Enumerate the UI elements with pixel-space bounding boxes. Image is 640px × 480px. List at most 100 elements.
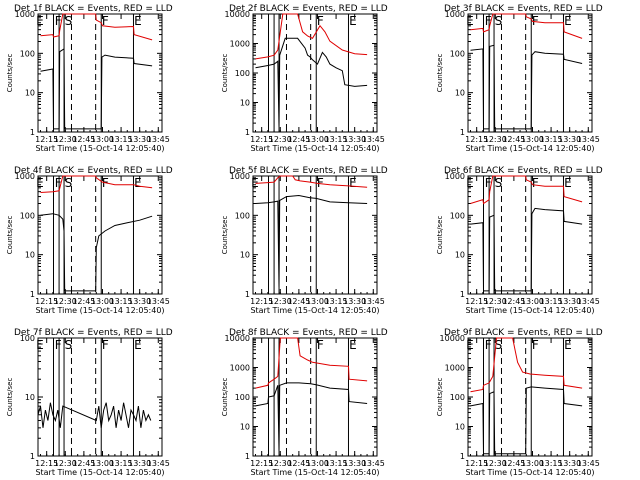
y-tick-label: 100 xyxy=(235,69,250,78)
y-tick-label: 10 xyxy=(455,89,465,98)
y-tick-label: 10 xyxy=(25,89,35,98)
y-tick-label: 1000 xyxy=(230,364,250,373)
region-label: E xyxy=(564,14,572,28)
plot-frame xyxy=(37,13,163,133)
x-tick-label: 13:45 xyxy=(147,459,170,468)
lld-series-line xyxy=(255,13,368,60)
y-tick-label: 100 xyxy=(450,393,465,402)
y-tick-label: 10 xyxy=(455,423,465,432)
region-label: F xyxy=(317,338,324,352)
x-tick-label: 13:45 xyxy=(147,135,170,144)
region-label: F xyxy=(532,338,539,352)
region-label: E xyxy=(466,14,474,28)
x-tick-label: 13:45 xyxy=(362,135,385,144)
x-tick-label: 13:00 xyxy=(521,459,544,468)
region-label: E xyxy=(349,338,357,352)
events-series-line xyxy=(255,37,368,127)
x-tick-label: 13:30 xyxy=(343,297,366,306)
lld-series-line xyxy=(470,337,583,393)
y-tick-label: 100 xyxy=(235,393,250,402)
lld-series-line xyxy=(40,175,153,193)
y-tick-label: 1000 xyxy=(445,364,465,373)
y-tick-label: 10 xyxy=(25,393,35,402)
x-tick-label: 13:00 xyxy=(91,135,114,144)
y-tick-label: 100 xyxy=(450,49,465,58)
panel-title: Det 6f BLACK = Events, RED = LLD xyxy=(444,166,603,176)
y-tick-label: 1000 xyxy=(445,10,465,19)
region-label: E xyxy=(36,14,44,28)
region-label: E xyxy=(349,176,357,190)
panel-1: Det 1f BLACK = Events, RED = LLD 1 10 100 10… xyxy=(6,4,173,153)
panel-title: Det 9f BLACK = Events, RED = LLD xyxy=(444,328,603,338)
plot-frame xyxy=(467,13,593,133)
x-tick-label: 12:15 xyxy=(250,297,273,306)
x-tick-label: 13:45 xyxy=(577,297,600,306)
region-label: F xyxy=(532,14,539,28)
y-tick-label: 1 xyxy=(460,452,465,461)
region-label: F xyxy=(485,338,492,352)
x-axis-label: Start Time (15-Oct-14 12:05:40) xyxy=(35,306,164,315)
panel-4: Det 4f BLACK = Events, RED = LLD 1 10 100 10… xyxy=(6,166,173,315)
region-label: E xyxy=(349,14,357,28)
y-tick-label: 1 xyxy=(245,128,250,137)
y-tick-label: 100 xyxy=(20,211,35,220)
x-tick-label: 12:45 xyxy=(502,297,525,306)
x-tick-label: 13:45 xyxy=(362,297,385,306)
y-tick-label: 10000 xyxy=(225,334,250,343)
events-series-line xyxy=(40,47,153,130)
lld-series-line xyxy=(255,337,368,389)
region-label: E xyxy=(564,338,572,352)
plot-frame xyxy=(467,175,593,295)
events-series-line xyxy=(470,44,583,130)
panel-title: Det 2f BLACK = Events, RED = LLD xyxy=(229,4,388,14)
panel-title: Det 4f BLACK = Events, RED = LLD xyxy=(14,166,173,176)
y-tick-label: 10 xyxy=(25,251,35,260)
x-axis-label: Start Time (15-Oct-14 12:05:40) xyxy=(465,468,594,477)
x-tick-label: 13:15 xyxy=(540,459,563,468)
x-tick-label: 13:45 xyxy=(362,459,385,468)
x-tick-label: 13:00 xyxy=(306,459,329,468)
x-tick-label: 13:30 xyxy=(558,459,581,468)
y-tick-label: 100 xyxy=(235,211,250,220)
x-tick-label: 13:00 xyxy=(521,297,544,306)
x-tick-label: 12:45 xyxy=(502,135,525,144)
x-tick-label: 13:15 xyxy=(110,135,133,144)
y-tick-label: 1000 xyxy=(15,172,35,181)
x-tick-label: 13:15 xyxy=(325,135,348,144)
events-series-line xyxy=(470,386,583,455)
y-tick-label: 100 xyxy=(20,49,35,58)
events-series-line xyxy=(470,207,583,292)
y-tick-label: 10 xyxy=(240,251,250,260)
y-tick-label: 10000 xyxy=(225,10,250,19)
panel-title: Det 3f BLACK = Events, RED = LLD xyxy=(444,4,603,14)
x-tick-label: 12:15 xyxy=(35,459,58,468)
y-axis-label: Counts/sec xyxy=(6,216,14,255)
x-tick-label: 13:30 xyxy=(128,135,151,144)
panel-3: Det 3f BLACK = Events, RED = LLD 1 10 100 10… xyxy=(436,4,603,153)
x-tick-label: 12:45 xyxy=(502,459,525,468)
x-tick-label: 13:15 xyxy=(110,459,133,468)
y-tick-label: 10 xyxy=(455,251,465,260)
plot-frame xyxy=(252,337,378,457)
y-tick-label: 1000 xyxy=(230,172,250,181)
region-label: E xyxy=(36,176,44,190)
y-axis-label: Counts/sec xyxy=(221,54,229,93)
x-tick-label: 13:15 xyxy=(325,459,348,468)
x-tick-label: 12:45 xyxy=(287,459,310,468)
region-label: E xyxy=(251,176,259,190)
x-axis-label: Start Time (15-Oct-14 12:05:40) xyxy=(35,468,164,477)
y-axis-label: Counts/sec xyxy=(436,378,444,417)
x-tick-label: 13:30 xyxy=(343,135,366,144)
region-label: F xyxy=(55,14,62,28)
panel-title: Det 1f BLACK = Events, RED = LLD xyxy=(14,4,173,14)
region-label: S xyxy=(65,338,73,352)
panel-title: Det 8f BLACK = Events, RED = LLD xyxy=(229,328,388,338)
x-tick-label: 12:30 xyxy=(484,459,507,468)
x-tick-label: 13:00 xyxy=(521,135,544,144)
x-tick-label: 12:30 xyxy=(54,297,77,306)
y-tick-label: 100 xyxy=(20,334,35,343)
x-tick-label: 13:00 xyxy=(306,135,329,144)
x-tick-label: 12:45 xyxy=(72,297,95,306)
region-label: S xyxy=(65,14,73,28)
region-label: E xyxy=(466,338,474,352)
